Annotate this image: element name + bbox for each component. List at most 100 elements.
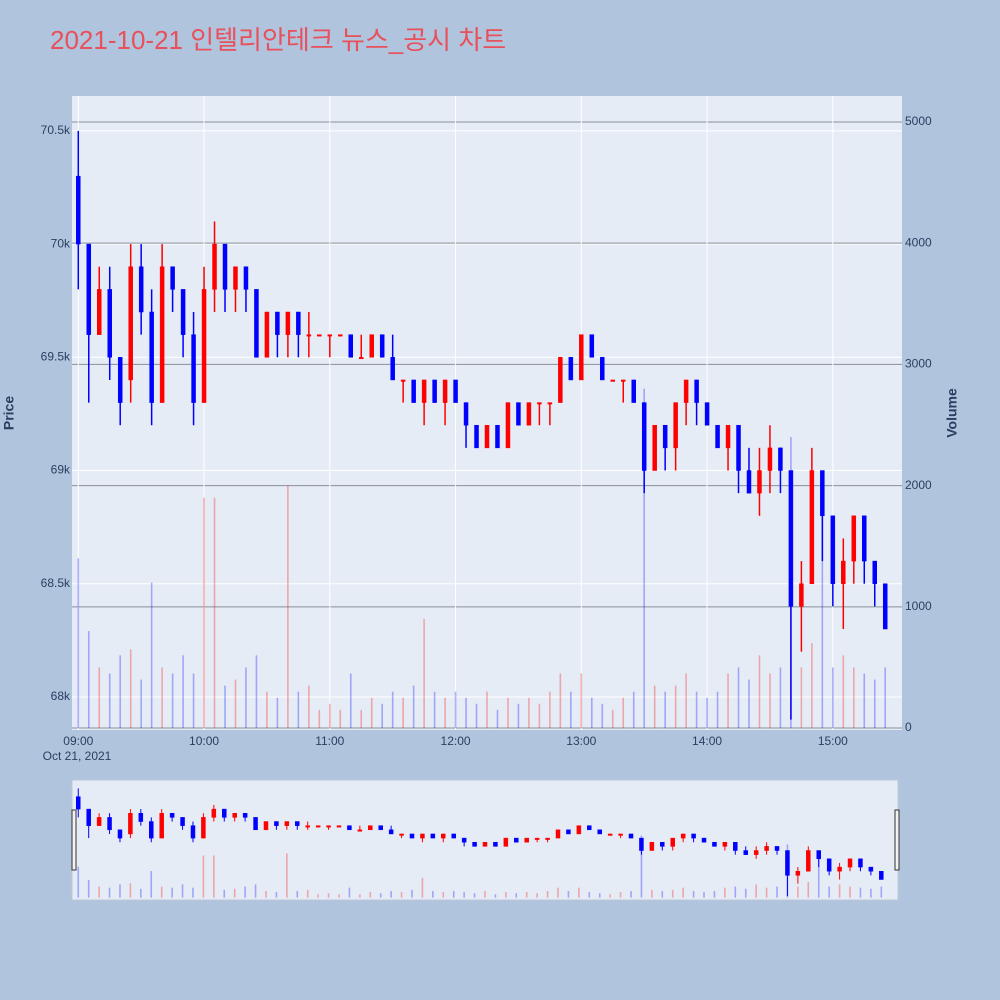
volume-bar <box>223 889 226 898</box>
volume-bar <box>150 871 153 898</box>
candle-body <box>233 266 238 290</box>
volume-bar <box>549 691 551 729</box>
candle-body <box>296 311 301 335</box>
candle-body <box>159 266 165 403</box>
volume-bar <box>171 887 173 898</box>
range-slider[interactable] <box>71 779 899 901</box>
volume-bar <box>297 691 300 729</box>
candle-body <box>441 833 446 839</box>
volume-bar <box>287 485 289 729</box>
volume-bar <box>609 894 611 898</box>
candle-body <box>641 402 647 471</box>
candle-body <box>357 829 363 832</box>
candle-body <box>190 825 196 839</box>
volume-bar <box>276 697 279 729</box>
chart-title: 2021-10-21 인텔리안테크 뉴스_공시 차트 <box>50 25 506 55</box>
volume-bar <box>695 691 698 729</box>
candle-body <box>149 821 154 839</box>
volume-bar <box>129 649 132 729</box>
candle-body <box>285 311 291 335</box>
volume-bar <box>859 887 862 898</box>
volume-bar <box>507 697 509 729</box>
volume-bar <box>160 886 163 898</box>
candle-body <box>201 817 206 839</box>
volume-bar <box>724 887 726 898</box>
slider-handle[interactable] <box>894 809 900 871</box>
y-tick-label: 70k <box>51 236 71 250</box>
candle-body <box>264 311 270 358</box>
volume-bar <box>598 893 601 898</box>
candle-body <box>315 825 321 828</box>
volume-bar <box>129 883 132 898</box>
volume-bar <box>381 703 384 729</box>
candle-body <box>263 821 269 831</box>
volume-bar <box>817 855 820 898</box>
volume-bar <box>758 655 761 729</box>
candle-body <box>128 812 133 835</box>
x-tick-label: 12:00 <box>441 734 471 748</box>
volume-bar <box>601 703 604 729</box>
candle-body <box>649 841 655 851</box>
candle-body <box>524 837 529 843</box>
candle-body <box>348 334 354 358</box>
candle-body <box>610 379 616 382</box>
candle-body <box>746 470 752 494</box>
candle-body <box>841 560 846 584</box>
candle-body <box>558 357 563 403</box>
volume-bar <box>203 497 205 729</box>
volume-bar <box>619 892 622 898</box>
volume-bar <box>800 667 803 729</box>
candle-body <box>170 266 175 290</box>
candle-body <box>347 825 352 831</box>
candle-body <box>879 870 884 880</box>
volume-bar <box>400 892 403 898</box>
volume-bar <box>108 887 111 898</box>
candle-body <box>482 841 488 847</box>
candle-body <box>421 379 427 403</box>
candle-body <box>545 837 550 840</box>
candle-body <box>495 424 500 449</box>
volume-bar <box>369 892 372 898</box>
candle-body <box>222 808 227 818</box>
candle-body <box>785 850 790 876</box>
candle-body <box>411 379 416 403</box>
volume-bar <box>713 890 716 898</box>
volume-bar <box>327 893 330 898</box>
candle-body <box>474 424 479 449</box>
candle-body <box>432 379 437 403</box>
candle-body <box>420 833 425 839</box>
volume-bar <box>161 667 163 729</box>
volume-bar <box>559 673 562 729</box>
volume-bar <box>842 655 845 729</box>
volume-bar <box>119 655 122 729</box>
candle-body <box>388 829 394 835</box>
volume-bar <box>651 889 653 898</box>
volume-bar <box>494 894 497 898</box>
volume-bar <box>870 888 872 898</box>
volume-bar <box>421 877 424 898</box>
volume-bar <box>557 887 559 898</box>
volume-bar <box>538 703 541 729</box>
candle-body <box>317 334 322 337</box>
candle-body <box>191 334 196 403</box>
slider-handle[interactable] <box>71 809 77 871</box>
volume-bar <box>244 886 246 898</box>
candle-body <box>128 266 133 381</box>
candle-body <box>743 850 748 855</box>
candle-body <box>547 402 553 405</box>
volume-bar <box>370 697 373 729</box>
volume-bar <box>452 890 455 898</box>
x-tick-label: 15:00 <box>818 734 848 748</box>
candle-body <box>631 379 636 403</box>
volume-bar <box>444 697 446 729</box>
candle-body <box>117 357 123 403</box>
candle-body <box>222 243 228 290</box>
candle-body <box>799 583 804 607</box>
candle-body <box>600 357 605 381</box>
candle-body <box>691 833 696 839</box>
volume-bar <box>536 893 538 898</box>
plot-area <box>72 96 902 730</box>
volume-bar <box>87 879 90 898</box>
volume-bar <box>391 691 394 729</box>
candle-body <box>275 311 280 335</box>
